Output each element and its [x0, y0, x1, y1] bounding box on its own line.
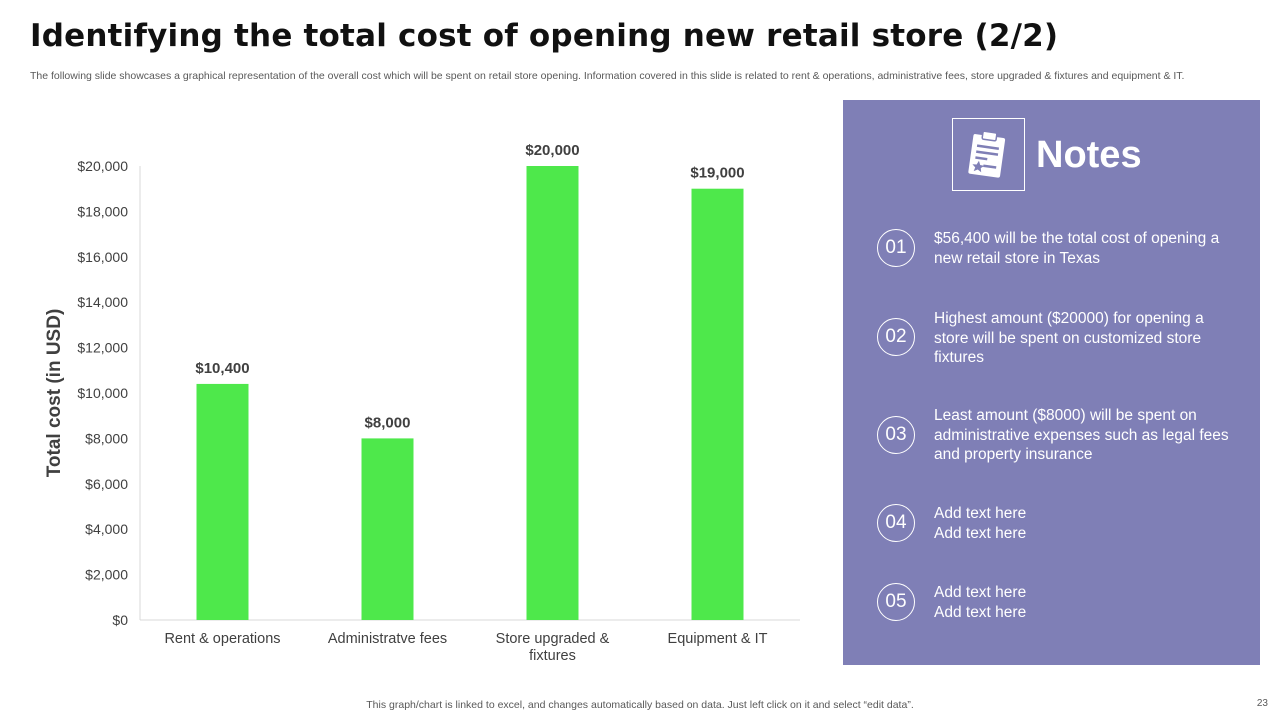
y-axis-title: Total cost (in USD) [44, 309, 65, 478]
bar-2 [361, 438, 414, 620]
x-tick-label: Store upgraded & [496, 631, 610, 647]
data-label: $19,000 [690, 165, 744, 182]
bar-1 [196, 383, 249, 620]
chart-axes: $0 $2,000 $4,000 $6,000 $8,000 $10,000 $12,000… [44, 158, 800, 628]
y-tick-label: $8,000 [85, 430, 128, 446]
slide-subtitle: The following slide showcases a graphica… [30, 70, 1185, 82]
y-tick-label: $14,000 [77, 294, 128, 310]
note-text: Least amount ($8000) will be spent on ad… [934, 407, 1229, 463]
chart-bars [196, 166, 744, 620]
note-text: Highest amount ($20000) for opening a st… [934, 310, 1204, 366]
notes-panel: Notes 01 $56,400 will be the total cost … [843, 100, 1260, 665]
note-text: $56,400 will be the total cost of openin… [934, 230, 1220, 267]
chart-labels: $10,400 Rent & operations $8,000 Administra… [164, 142, 767, 664]
note-number: 05 [877, 583, 915, 621]
note-item-02: 02 Highest amount ($20000) for opening a… [877, 310, 1237, 378]
cost-bar-chart[interactable]: $0 $2,000 $4,000 $6,000 $8,000 $10,000 $12,000… [0, 130, 830, 670]
slide-title: Identifying the total cost of opening ne… [30, 18, 1059, 54]
note-number: 03 [877, 416, 915, 454]
x-tick-label: Equipment & IT [668, 631, 768, 647]
notes-title: Notes [1036, 134, 1142, 176]
y-tick-label: $0 [112, 612, 128, 628]
y-tick-label: $10,000 [77, 385, 128, 401]
note-item-04: 04 Add text here Add text here [877, 504, 1237, 564]
y-tick-label: $18,000 [77, 203, 128, 219]
note-item-05: 05 Add text here Add text here [877, 583, 1237, 643]
x-tick-label: Rent & operations [164, 631, 280, 647]
y-tick-label: $4,000 [85, 521, 128, 537]
clipboard-notes-icon [952, 118, 1025, 191]
y-tick-label: $20,000 [77, 158, 128, 174]
bar-3 [526, 166, 579, 620]
note-item-03: 03 Least amount ($8000) will be spent on… [877, 407, 1237, 476]
footer-note: This graph/chart is linked to excel, and… [366, 699, 914, 711]
note-number: 01 [877, 229, 915, 267]
y-tick-label: $6,000 [85, 476, 128, 492]
bar-4 [691, 188, 744, 620]
page-number: 23 [1256, 698, 1268, 709]
x-tick-label: Administratve fees [328, 631, 447, 647]
note-number: 04 [877, 504, 915, 542]
note-text: Add text here Add text here [934, 505, 1027, 542]
y-tick-label: $16,000 [77, 249, 128, 265]
data-label: $20,000 [525, 142, 579, 159]
data-label: $10,400 [195, 360, 249, 377]
x-tick-label: fixtures [529, 648, 576, 664]
note-item-01: 01 $56,400 will be the total cost of ope… [877, 229, 1237, 289]
y-tick-label: $12,000 [77, 340, 128, 356]
data-label: $8,000 [365, 414, 411, 431]
note-text: Add text here Add text here [934, 584, 1027, 621]
note-number: 02 [877, 318, 915, 356]
y-tick-label: $2,000 [85, 567, 128, 583]
